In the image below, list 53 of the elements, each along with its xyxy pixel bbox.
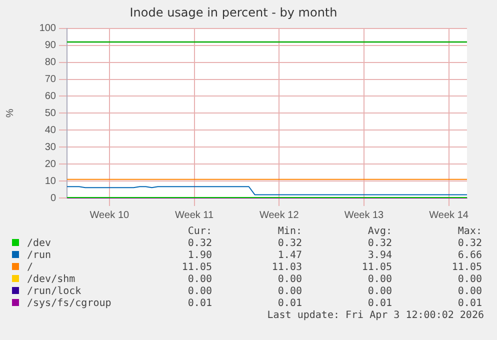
legend-label: /dev/shm <box>26 274 76 286</box>
text: 0.00 <box>456 274 482 286</box>
text: 0.32 <box>276 238 302 250</box>
text: 0.01 <box>456 298 482 310</box>
y-tick-label: 90 <box>44 40 56 52</box>
text: 11.03 <box>270 262 302 274</box>
y-tick-label: 0 <box>50 192 56 204</box>
text: 0.32 <box>456 238 482 250</box>
text: 1.47 <box>276 250 302 262</box>
legend-label: / <box>26 262 34 274</box>
text: 0.00 <box>456 286 482 298</box>
y-tick-label: 50 <box>44 108 56 119</box>
text: 6.66 <box>456 250 482 262</box>
text: 0.00 <box>186 286 212 298</box>
legend-label: /run/lock <box>26 286 82 298</box>
text: 0.00 <box>186 274 212 286</box>
y-axis-title: % <box>4 108 16 118</box>
text: 0.00 <box>366 274 392 286</box>
text: 1.90 <box>186 250 212 262</box>
text: 11.05 <box>360 262 392 274</box>
text: 0.01 <box>276 298 302 310</box>
y-tick-label: 20 <box>44 158 56 170</box>
y-tick-label: 30 <box>44 142 56 153</box>
text: 11.05 <box>450 262 482 274</box>
y-tick-label: 100 <box>39 23 56 34</box>
text: 0.01 <box>186 298 212 310</box>
legend-label: /run <box>26 250 52 262</box>
text: Avg: <box>366 226 392 238</box>
text: 11.05 <box>180 262 212 274</box>
y-tick-label: 70 <box>44 74 56 86</box>
x-tick-label: Week 14 <box>429 210 469 221</box>
y-tick-label: 60 <box>44 90 56 102</box>
y-tick-label: 10 <box>44 176 56 187</box>
text: Cur: <box>186 226 212 238</box>
x-tick-label: Week 10 <box>90 210 130 221</box>
legend-label: /dev <box>26 238 52 250</box>
text: 0.00 <box>276 274 302 286</box>
x-tick-label: Week 11 <box>175 210 214 221</box>
text: 0.32 <box>366 238 392 250</box>
text: Max: <box>456 226 482 238</box>
text: Last update: Fri Apr 3 12:00:02 2026 <box>267 310 484 321</box>
text: 0.00 <box>276 286 302 298</box>
legend-label: /sys/fs/cgroup <box>26 298 112 310</box>
x-tick-label: Week 12 <box>259 210 300 221</box>
text: Min: <box>276 226 302 238</box>
text: 0.01 <box>366 298 392 310</box>
chart-title: Inode usage in percent - by month <box>130 5 338 20</box>
text: 0.00 <box>366 286 392 298</box>
y-tick-label: 80 <box>44 57 56 68</box>
text: 0.32 <box>186 238 212 250</box>
y-tick-label: 40 <box>44 124 56 136</box>
x-tick-label: Week 13 <box>344 210 384 221</box>
text: 3.94 <box>366 250 392 262</box>
